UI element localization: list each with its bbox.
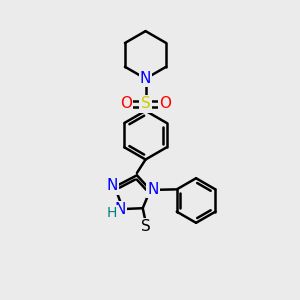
Text: N: N (147, 182, 158, 196)
Text: S: S (141, 96, 150, 111)
Text: O: O (120, 96, 132, 111)
Text: N: N (107, 178, 118, 194)
Text: N: N (140, 71, 151, 86)
Text: N: N (115, 202, 126, 217)
Text: O: O (159, 96, 171, 111)
Text: H: H (106, 206, 117, 220)
Text: S: S (141, 219, 151, 234)
